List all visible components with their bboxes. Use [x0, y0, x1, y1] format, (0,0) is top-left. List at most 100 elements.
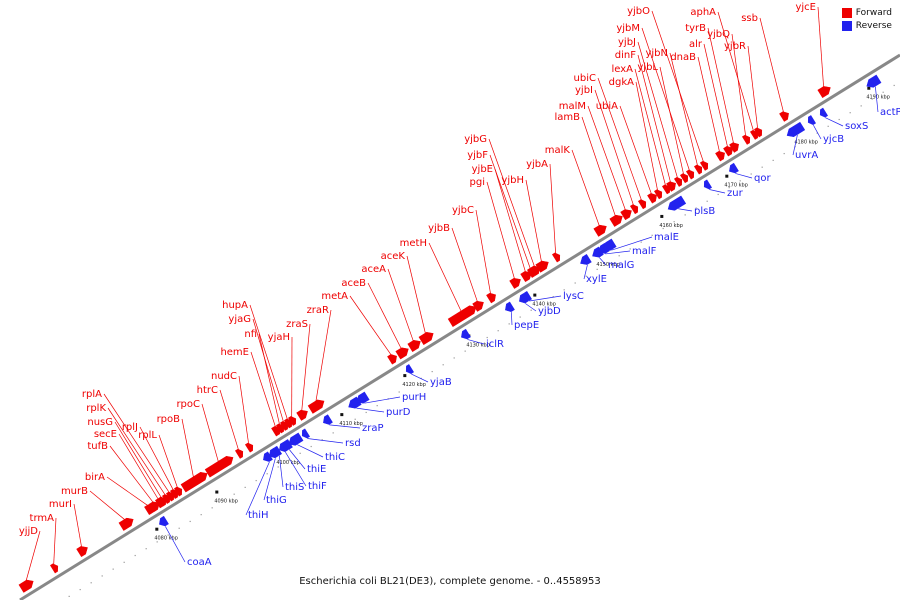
label-leader [25, 530, 41, 583]
reverse-gene-yjcB [807, 115, 817, 125]
reverse-gene-xylE-shape [580, 254, 592, 265]
forward-gene-zraS [296, 409, 308, 421]
grid-dot [585, 275, 587, 277]
label-leader [297, 444, 324, 458]
tick-label: 4170 kbp [724, 183, 748, 189]
forward-gene-dinF-shape [666, 181, 676, 192]
forward-gene-metH-shape [447, 305, 477, 327]
grid-dot [332, 432, 334, 434]
gene-label-uvrA: uvrA [795, 150, 818, 161]
label-leader [707, 27, 735, 144]
label-leader [387, 268, 415, 343]
reverse-gene-rsd-shape [301, 428, 311, 439]
reverse-gene-purH [356, 391, 370, 404]
forward-gene-nudC-shape [244, 442, 254, 453]
tick-label: 4100 kbp [276, 460, 300, 466]
label-leader [611, 236, 653, 251]
grid-dot [101, 575, 103, 577]
reverse-gene-uvrA [786, 121, 806, 137]
grid-dot [310, 445, 312, 448]
gene-label-coaA: coaA [187, 557, 212, 568]
legend-reverse-label: Reverse [855, 21, 892, 31]
label-leader [637, 41, 679, 179]
gene-label-yjbQ: yjbQ [707, 29, 730, 40]
forward-gene-yjcE [817, 86, 831, 99]
label-leader [250, 351, 277, 428]
forward-gene-yjbO [699, 160, 709, 171]
gene-label-zraS: zraS [286, 319, 308, 330]
grid-dot [288, 459, 290, 461]
gene-label-ubiA: ubiA [596, 101, 618, 112]
forward-gene-ubiC [637, 199, 647, 210]
tick-label: 4110 kbp [339, 421, 363, 427]
forward-gene-aceB [395, 347, 409, 360]
forward-gene-rplL [173, 486, 183, 497]
label-leader [599, 257, 607, 266]
reverse-gene-thiE-shape [283, 439, 293, 450]
reverse-gene-thiS [273, 445, 283, 456]
tick-label: 4090 kbp [214, 499, 238, 505]
gene-label-yjbO: yjbO [627, 6, 650, 17]
reverse-gene-soxS-shape [819, 107, 829, 118]
gene-label-murI: murI [49, 499, 72, 510]
reverse-gene-plsB-shape [667, 195, 687, 211]
reverse-gene-qor [729, 162, 739, 174]
tick-mark [867, 86, 871, 90]
grid-dot [728, 187, 730, 189]
forward-gene-pgi [509, 277, 521, 289]
forward-gene-rpoC-shape [204, 456, 234, 478]
gene-label-hupA: hupA [222, 300, 248, 311]
label-leader [825, 117, 844, 127]
reverse-gene-zraP-shape [323, 414, 333, 425]
grid-dot [475, 343, 477, 345]
label-leader [114, 421, 162, 499]
gene-label-dinF: dinF [615, 50, 636, 61]
label-leader [489, 154, 532, 270]
grid-dot [398, 391, 400, 393]
label-leader [641, 27, 691, 172]
label-leader [494, 168, 527, 273]
grid-dot [893, 84, 895, 87]
gene-label-nusG: nusG [87, 417, 113, 428]
forward-gene-ssb [779, 111, 789, 122]
forward-gene-ssb-shape [779, 111, 789, 122]
forward-gene-rpoC [204, 456, 234, 478]
reverse-gene-purH-shape [356, 391, 370, 404]
tick-label: 4130 kbp [466, 342, 490, 348]
forward-gene-yjbQ [741, 134, 751, 145]
reverse-gene-thiC-shape [288, 432, 304, 446]
reverse-gene-malG-shape [592, 246, 604, 258]
forward-gene-tyrB [729, 142, 739, 153]
gene-label-dnaB: dnaB [670, 52, 696, 63]
gene-label-purH: purH [402, 392, 426, 403]
forward-gene-aceA-shape [407, 340, 421, 352]
grid-dot [695, 207, 697, 209]
grid-dot [90, 582, 92, 584]
forward-gene-malM [620, 209, 632, 221]
grid-dot [805, 139, 807, 141]
gene-label-thiH: thiH [248, 510, 269, 521]
grid-dot [607, 261, 609, 264]
forward-gene-rplL-shape [173, 486, 183, 497]
forward-gene-ubiA-shape [647, 193, 657, 204]
label-leader [107, 407, 166, 496]
forward-gene-murB-shape [118, 517, 134, 531]
label-leader [53, 517, 57, 566]
gene-label-ubiC: ubiC [574, 73, 596, 84]
gene-label-actP: actP [880, 107, 900, 118]
forward-gene-yjjD-shape [18, 579, 34, 593]
grid-dot [563, 289, 565, 291]
gene-label-soxS: soxS [845, 121, 868, 132]
figure-caption: Escherichia coli BL21(DE3), complete gen… [299, 576, 601, 587]
grid-dot [772, 159, 774, 161]
reverse-gene-zur-shape [703, 179, 713, 190]
forward-gene-ubiA [647, 193, 657, 204]
grid-dot [761, 166, 763, 168]
label-leader [597, 77, 643, 201]
forward-gene-yjbC [486, 292, 496, 304]
gene-label-thiS: thiS [285, 482, 304, 493]
tick-mark [725, 174, 729, 178]
forward-gene-yjbJ [673, 177, 683, 187]
legend-forward: Forward [841, 8, 892, 18]
gene-label-nfi: nfi [244, 329, 257, 340]
